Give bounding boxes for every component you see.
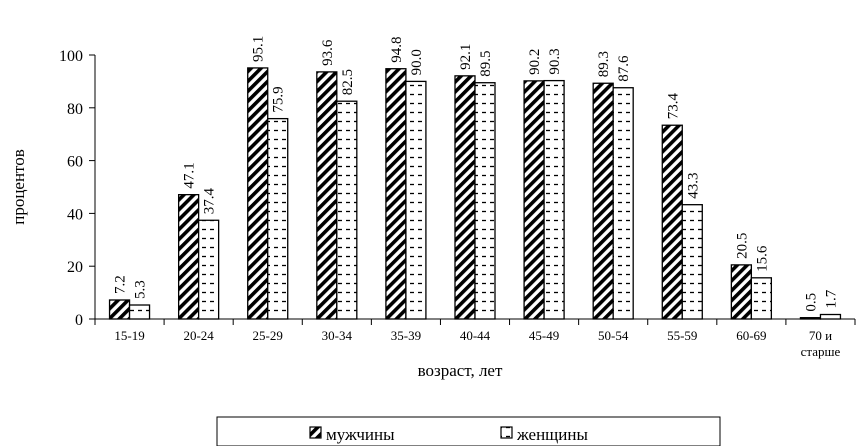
x-ticks: 15-19 20-24 25-29 30-34 35-39 40-44 45-49 50-54…	[94, 319, 856, 359]
x-tick-label: 40-44	[460, 328, 491, 343]
data-label-women: 75.9	[271, 86, 287, 112]
x-tick-label: 30-34	[322, 328, 353, 343]
bar-women	[336, 100, 358, 320]
data-label-women: 37.4	[202, 188, 218, 215]
bar-men	[247, 67, 269, 320]
bar-women	[819, 313, 842, 320]
data-label-men: 47.1	[182, 162, 198, 188]
data-label-men: 94.8	[389, 36, 405, 62]
legend-box	[216, 416, 721, 446]
bar-women	[543, 79, 565, 320]
data-labels: 7.2 47.1 95.1 93.6 94.8 92.1 90.2 89.3 73.4 20.5 0…	[113, 36, 840, 312]
bar-men	[316, 71, 338, 320]
bar-women	[750, 277, 773, 320]
bar-men	[730, 264, 753, 320]
data-label-men: 73.4	[665, 92, 681, 119]
data-label-men: 89.3	[596, 51, 612, 77]
bar-men	[661, 124, 683, 320]
data-label-men: 92.1	[458, 44, 474, 70]
data-label-women: 87.6	[616, 55, 632, 82]
data-label-men: 93.6	[320, 39, 336, 66]
x-tick-label: 50-54	[598, 328, 629, 343]
data-label-men: 95.1	[251, 36, 267, 62]
legend-label-women: женщины	[516, 425, 588, 444]
data-label-men: 0.5	[803, 293, 819, 312]
legend: мужчины женщины	[216, 416, 721, 446]
data-label-women: 90.0	[409, 49, 425, 75]
legend-label-men: мужчины	[326, 425, 395, 444]
bar-men	[454, 75, 476, 320]
x-axis-title: возраст, лет	[418, 361, 503, 380]
y-tick-label: 80	[67, 101, 83, 118]
data-label-women: 89.5	[478, 50, 494, 76]
bar-men	[385, 68, 407, 320]
data-label-women: 15.6	[754, 245, 770, 272]
x-tick-label: 20-24	[183, 328, 214, 343]
data-label-women: 90.3	[547, 48, 563, 74]
bar-women	[681, 204, 703, 320]
data-label-women: 1.7	[823, 289, 839, 308]
legend-swatch-men	[309, 426, 322, 439]
bar-women	[474, 82, 496, 320]
x-tick-label: 55-59	[667, 328, 697, 343]
data-label-women: 82.5	[340, 69, 356, 95]
legend-swatch-women	[500, 426, 513, 439]
bar-women	[128, 304, 151, 320]
y-ticks: 0 20 40 60 80 100	[59, 48, 95, 329]
bar-men	[177, 194, 200, 320]
bar-women	[405, 80, 427, 320]
y-tick-label: 100	[59, 48, 83, 65]
y-tick-label: 20	[67, 259, 83, 276]
x-tick-label: 70 и старше	[801, 328, 841, 359]
bar-men	[523, 80, 545, 320]
x-tick-label: 15-19	[114, 328, 144, 343]
bar-women	[612, 87, 634, 320]
x-tick-label: 45-49	[529, 328, 559, 343]
bar-men	[592, 82, 614, 320]
y-tick-label: 60	[67, 154, 83, 171]
bar-women	[267, 117, 289, 320]
bar-men	[799, 317, 822, 320]
x-tick-label: 35-39	[391, 328, 421, 343]
x-tick-label: 25-29	[253, 328, 283, 343]
data-label-men: 20.5	[734, 233, 750, 259]
data-label-women: 5.3	[133, 280, 149, 299]
x-tick-label: 60-69	[736, 328, 766, 343]
bars	[108, 67, 842, 320]
data-label-men: 7.2	[113, 275, 129, 294]
y-tick-label: 0	[75, 312, 83, 329]
data-label-men: 90.2	[527, 49, 543, 75]
y-axis-title: процентов	[9, 149, 28, 225]
data-label-women: 43.3	[685, 172, 701, 198]
bar-women	[197, 219, 220, 320]
y-tick-label: 40	[67, 206, 83, 223]
bar-men	[108, 299, 131, 320]
